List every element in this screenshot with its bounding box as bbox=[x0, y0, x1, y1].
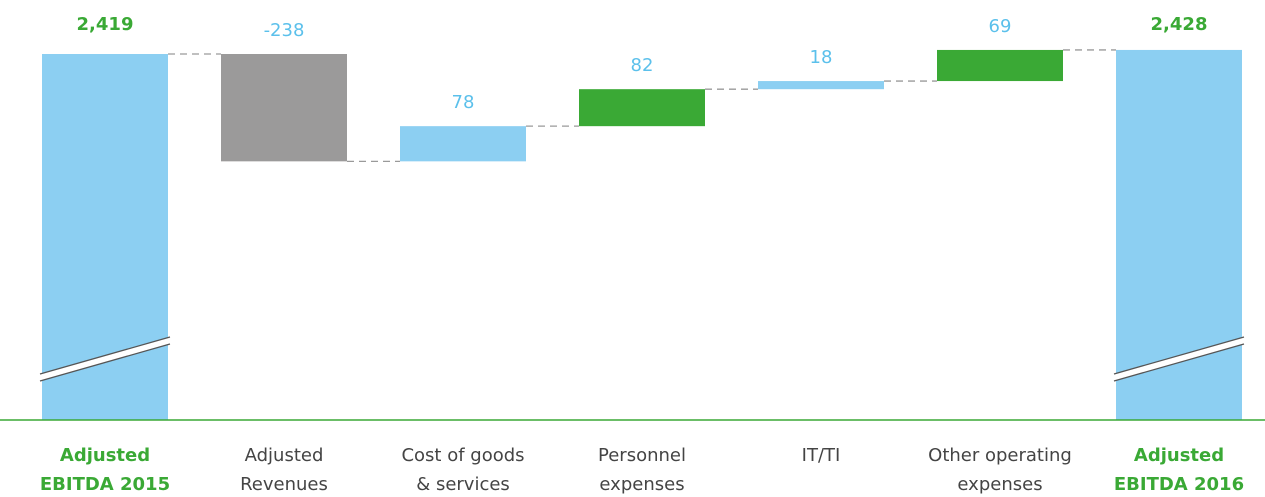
category-label-2: Revenues bbox=[240, 474, 328, 495]
category-label-3: & services bbox=[416, 474, 510, 495]
axis-break-mark bbox=[40, 337, 170, 381]
category-label-1: Adjusted bbox=[60, 445, 150, 466]
category-label-4: expenses bbox=[599, 474, 684, 495]
bar-5 bbox=[758, 81, 884, 90]
bar-1 bbox=[42, 54, 168, 420]
value-label-6: 69 bbox=[989, 16, 1012, 37]
value-label-7: 2,428 bbox=[1151, 14, 1208, 35]
category-label-7: EBITDA 2016 bbox=[1114, 474, 1244, 495]
value-label-5: 18 bbox=[810, 47, 833, 68]
value-label-3: 78 bbox=[452, 92, 475, 113]
axis-break-mark bbox=[1114, 337, 1244, 381]
axis-break-line bbox=[1113, 343, 1245, 382]
category-label-4: Personnel bbox=[598, 445, 686, 466]
bar-4 bbox=[579, 89, 705, 127]
bar-7 bbox=[1116, 49, 1242, 420]
category-labels: Adjusted EBITDA 2015 Adjusted Revenues Cost … bbox=[40, 445, 1244, 495]
value-label-2: -238 bbox=[264, 20, 305, 41]
bars bbox=[42, 49, 1242, 420]
category-label-6: Other operating bbox=[928, 445, 1072, 466]
axis-break-line bbox=[1113, 336, 1245, 375]
value-label-4: 82 bbox=[631, 55, 654, 76]
axis-break-line bbox=[39, 336, 171, 375]
bar-2 bbox=[221, 54, 347, 162]
value-labels: 2,419 -238 78 82 18 69 2,428 bbox=[77, 14, 1208, 113]
bar-6 bbox=[937, 49, 1063, 82]
axis-break-marks bbox=[39, 336, 1245, 382]
category-label-3: Cost of goods bbox=[401, 445, 524, 466]
category-label-7: Adjusted bbox=[1134, 445, 1224, 466]
bar-3 bbox=[400, 126, 526, 162]
category-label-1: EBITDA 2015 bbox=[40, 474, 170, 495]
category-label-6: expenses bbox=[957, 474, 1042, 495]
connector-lines bbox=[168, 49, 1116, 162]
category-label-5: IT/TI bbox=[802, 445, 841, 466]
axis-break-line bbox=[39, 343, 171, 382]
value-label-1: 2,419 bbox=[77, 14, 134, 35]
category-label-2: Adjusted bbox=[245, 445, 324, 466]
